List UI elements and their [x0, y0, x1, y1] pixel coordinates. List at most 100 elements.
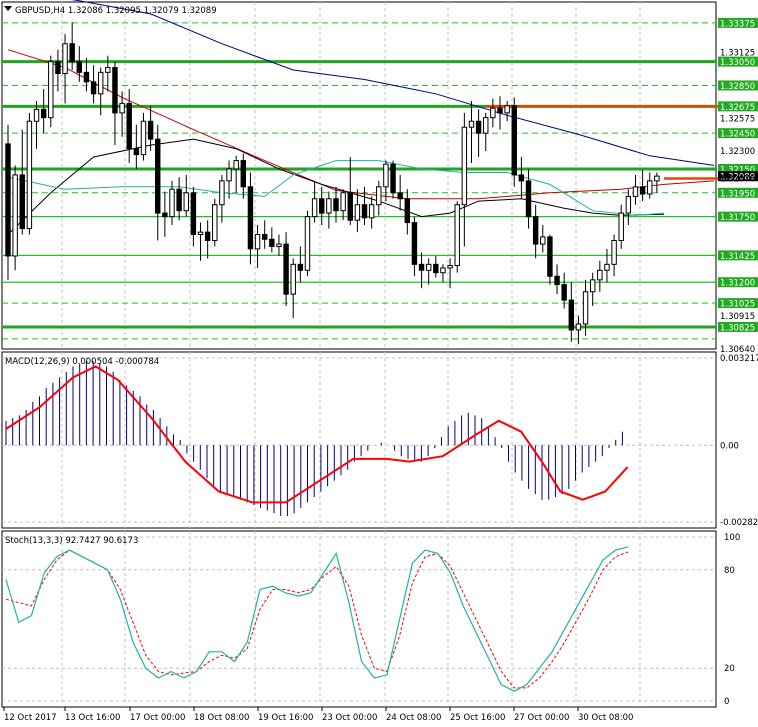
price-tick-label: 1.30640 [720, 345, 755, 355]
time-label: 24 Oct 08:00 [386, 713, 441, 723]
moving-average-blue [71, 0, 714, 166]
candle-body [483, 117, 489, 134]
candle-body [197, 231, 204, 236]
candle-body [126, 102, 132, 150]
candle-body [176, 188, 182, 212]
candle-body [404, 198, 411, 224]
candle-body [582, 291, 589, 325]
time-label: 17 Oct 00:00 [130, 713, 185, 723]
price-tick-label: 1.33125 [720, 49, 755, 59]
candle-body [162, 212, 168, 218]
candle-body [504, 105, 510, 114]
candle-body [354, 204, 361, 221]
price-tag-level [718, 56, 758, 67]
candle-body [290, 263, 296, 295]
candle-body [140, 120, 147, 156]
candle-body [304, 216, 311, 271]
candle-body [48, 61, 54, 119]
moving-averages [7, 0, 714, 235]
macd-title: MACD(12,26,9) 0.000504 -0.000784 [5, 357, 159, 367]
stoch-tick-label: 0 [724, 697, 729, 707]
time-axis: 12 Oct 2017 13 Oct 16:00 17 Oct 00:00 18 Oc… [3, 707, 633, 723]
candle-body [554, 275, 560, 286]
candle-body [454, 204, 460, 267]
price-tag-text: 1.32150 [720, 165, 755, 175]
candle-body [105, 67, 111, 73]
candle-body [568, 299, 575, 331]
candle-body [183, 192, 189, 212]
price-tag-text: 1.30825 [720, 323, 755, 333]
price-tag-text: 1.32850 [720, 82, 755, 92]
candle-body [532, 216, 539, 245]
candle-body [226, 168, 232, 182]
stoch-tick-label: 80 [724, 566, 735, 576]
candle-body [468, 120, 475, 128]
price-tag-level [718, 163, 758, 174]
candle-body [261, 234, 268, 240]
candle-body [497, 107, 503, 114]
time-label: 13 Oct 16:00 [65, 713, 120, 723]
panel-frame [1, 351, 717, 529]
candle-body [540, 236, 546, 245]
time-label: 18 Oct 08:00 [194, 713, 249, 723]
price-tag-text: 1.31025 [720, 300, 755, 310]
candle-body [547, 236, 553, 277]
panel-frame [1, 1, 717, 350]
price-tick-label: 1.32575 [720, 114, 755, 124]
candle-body [147, 120, 154, 140]
panel-frames [1, 1, 717, 708]
candle-body [90, 81, 97, 95]
candle-body [269, 238, 275, 247]
candle-body [440, 267, 446, 274]
stoch-main-line [5, 546, 629, 692]
price-tag-text: 1.31950 [720, 189, 755, 199]
candle-body [618, 212, 624, 241]
time-label: 27 Oct 00:00 [514, 713, 569, 723]
candle-body [654, 175, 660, 182]
candle-body [397, 192, 403, 200]
macd-tick-label: -0.002823 [720, 518, 758, 528]
support-resistance-levels [2, 22, 720, 340]
candle-body [589, 279, 596, 293]
candle-body [40, 108, 47, 119]
candle-body [597, 269, 603, 281]
candle-body [169, 188, 175, 218]
collapse-arrow-icon[interactable] [4, 6, 12, 11]
price-tag-level [718, 80, 758, 91]
candle-body [69, 43, 75, 63]
candle-body [418, 263, 425, 271]
candle-body [433, 263, 439, 274]
stoch-tick-label: 100 [724, 533, 740, 543]
candle-body [333, 198, 339, 212]
main-chart-title: GBPUSD,H4 1.32086 1.32095 1.32079 1.3208… [15, 6, 217, 16]
candle-body [319, 198, 325, 214]
candle-body [26, 120, 33, 230]
candle-body [19, 174, 25, 230]
candle-body [190, 192, 197, 236]
candle-body [604, 263, 610, 271]
candle-body [311, 198, 318, 218]
time-label: 23 Oct 00:00 [322, 713, 377, 723]
candle-body [62, 43, 68, 75]
candle-body [219, 180, 225, 206]
candlesticks [5, 22, 660, 345]
candle-body [12, 174, 18, 257]
candle-body [647, 180, 653, 195]
macd-tick-label: 0.003217 [720, 354, 758, 364]
candle-body [611, 239, 617, 265]
time-label: 19 Oct 16:00 [258, 713, 313, 723]
candle-body [625, 195, 632, 214]
candle-body [490, 107, 496, 119]
candle-body [155, 138, 161, 214]
candle-body [133, 148, 140, 156]
price-tag-level [718, 17, 758, 28]
current-price-text: 1.32089 [720, 173, 755, 183]
price-tag-text: 1.33050 [720, 58, 755, 68]
candle-body [511, 105, 517, 176]
candle-body [240, 160, 247, 188]
time-label: 12 Oct 2017 [4, 713, 57, 723]
candle-body [561, 284, 567, 301]
price-tag-level [718, 277, 758, 288]
current-price-tag [718, 171, 758, 182]
